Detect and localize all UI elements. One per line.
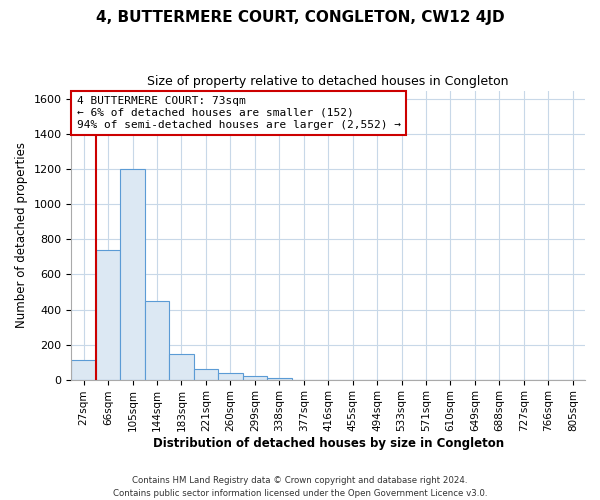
Bar	[242, 376, 267, 380]
Bar	[145, 301, 169, 380]
Bar	[96, 250, 121, 380]
Bar	[218, 374, 242, 380]
Bar	[71, 360, 96, 380]
Text: Contains HM Land Registry data © Crown copyright and database right 2024.
Contai: Contains HM Land Registry data © Crown c…	[113, 476, 487, 498]
X-axis label: Distribution of detached houses by size in Congleton: Distribution of detached houses by size …	[152, 437, 504, 450]
Y-axis label: Number of detached properties: Number of detached properties	[15, 142, 28, 328]
Bar	[121, 170, 145, 380]
Bar	[169, 354, 194, 380]
Text: 4 BUTTERMERE COURT: 73sqm
← 6% of detached houses are smaller (152)
94% of semi-: 4 BUTTERMERE COURT: 73sqm ← 6% of detach…	[77, 96, 401, 130]
Bar	[194, 369, 218, 380]
Title: Size of property relative to detached houses in Congleton: Size of property relative to detached ho…	[148, 75, 509, 88]
Bar	[267, 378, 292, 380]
Text: 4, BUTTERMERE COURT, CONGLETON, CW12 4JD: 4, BUTTERMERE COURT, CONGLETON, CW12 4JD	[95, 10, 505, 25]
